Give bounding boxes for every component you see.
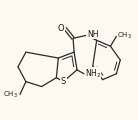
Text: CH$_3$: CH$_3$ (117, 31, 132, 42)
Text: CH$_3$: CH$_3$ (3, 89, 18, 99)
Text: NH$_2$: NH$_2$ (85, 68, 101, 80)
Text: S: S (61, 77, 66, 86)
Text: O: O (58, 24, 65, 33)
Text: NH: NH (87, 30, 98, 39)
